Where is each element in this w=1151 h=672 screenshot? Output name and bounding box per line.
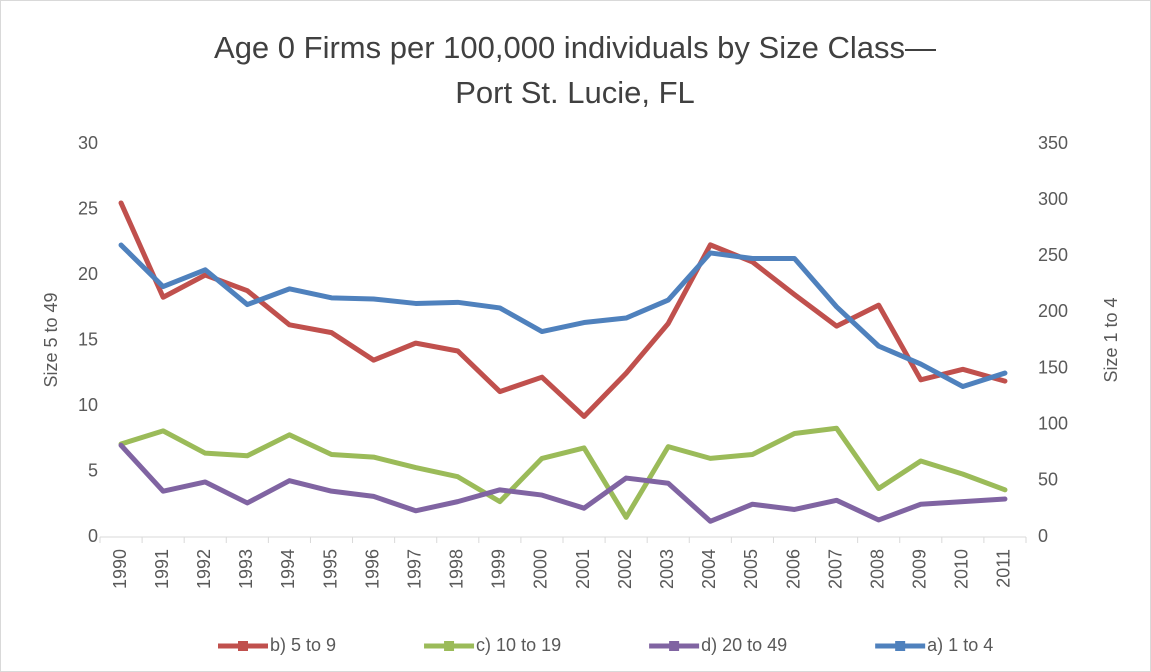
chart-title: Age 0 Firms per 100,000 individuals by S… <box>214 30 936 65</box>
x-tick-label: 2002 <box>615 549 635 589</box>
series-line <box>118 442 1008 524</box>
y2-tick-label: 200 <box>1038 301 1068 321</box>
x-tick-label: 2005 <box>741 549 761 589</box>
x-tick-label: 2007 <box>825 549 845 589</box>
x-tick-label: 1993 <box>236 549 256 589</box>
y-tick-label: 5 <box>88 460 98 480</box>
series-line <box>118 200 1008 419</box>
legend-marker <box>669 641 680 651</box>
x-tick-label: 2003 <box>657 549 677 589</box>
x-tick-label: 2011 <box>994 549 1014 588</box>
x-tick-label: 2004 <box>699 549 719 589</box>
x-tick-label: 2000 <box>531 549 551 589</box>
x-tick-label: 2009 <box>910 549 930 589</box>
legend-marker <box>895 641 906 651</box>
y2-tick-label: 100 <box>1038 413 1068 433</box>
x-tick-label: 1999 <box>489 549 509 589</box>
x-tick-label: 2001 <box>573 549 593 589</box>
y-tick-label: 25 <box>78 198 98 218</box>
x-tick-label: 1997 <box>404 549 424 589</box>
x-tick-label: 1994 <box>278 549 298 589</box>
y-tick-label: 0 <box>88 526 98 546</box>
x-tick-label: 1996 <box>362 549 382 589</box>
x-tick-label: 1998 <box>447 549 467 589</box>
legend-marker <box>444 641 455 651</box>
x-tick-label: 2008 <box>867 549 887 589</box>
chart-title: Port St. Lucie, FL <box>455 75 695 110</box>
x-tick-label: 1990 <box>110 549 130 589</box>
x-tick-label: 1992 <box>194 549 214 589</box>
legend-label: c) 10 to 19 <box>476 635 561 655</box>
y-tick-label: 10 <box>78 395 98 415</box>
y2-axis-label: Size 1 to 4 <box>1101 297 1121 382</box>
x-tick-label: 1991 <box>152 549 172 589</box>
y2-tick-label: 350 <box>1038 133 1068 153</box>
y-tick-label: 30 <box>78 133 98 153</box>
y2-tick-label: 0 <box>1038 526 1048 546</box>
y-axis-label: Size 5 to 49 <box>41 292 61 387</box>
y-tick-label: 15 <box>78 329 98 349</box>
y-tick-label: 20 <box>78 264 98 284</box>
legend-marker <box>238 641 248 651</box>
y2-tick-label: 300 <box>1038 189 1068 209</box>
y2-tick-label: 50 <box>1038 470 1058 490</box>
x-tick-label: 2010 <box>952 549 972 589</box>
legend-label: a) 1 to 4 <box>927 635 993 655</box>
y2-tick-label: 150 <box>1038 357 1068 377</box>
series-line <box>118 425 1008 520</box>
legend-label: b) 5 to 9 <box>270 635 336 655</box>
series-line <box>118 242 1008 390</box>
x-tick-label: 2006 <box>783 549 803 589</box>
y2-tick-label: 250 <box>1038 245 1068 265</box>
legend-label: d) 20 to 49 <box>701 635 787 655</box>
x-tick-label: 1995 <box>320 549 340 589</box>
